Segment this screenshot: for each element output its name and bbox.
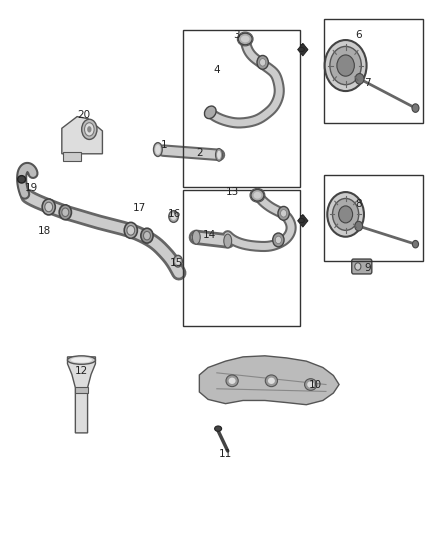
Circle shape [337, 55, 354, 76]
Text: 12: 12 [75, 366, 88, 376]
Bar [183, 190, 300, 326]
Text: 7: 7 [364, 78, 371, 88]
Polygon shape [67, 357, 95, 433]
Text: 18: 18 [38, 226, 51, 236]
Ellipse shape [281, 209, 287, 217]
Text: 16: 16 [168, 209, 181, 220]
Ellipse shape [42, 199, 55, 215]
Ellipse shape [155, 145, 160, 155]
Ellipse shape [241, 36, 250, 43]
Circle shape [355, 74, 364, 84]
Bar [324, 19, 424, 123]
Ellipse shape [45, 202, 53, 212]
Ellipse shape [81, 119, 97, 140]
Ellipse shape [171, 213, 177, 220]
Ellipse shape [169, 211, 178, 222]
Ellipse shape [224, 234, 232, 248]
Ellipse shape [229, 377, 236, 384]
Ellipse shape [268, 377, 275, 384]
Bar [324, 174, 424, 261]
Ellipse shape [18, 175, 25, 183]
Ellipse shape [304, 378, 317, 390]
Ellipse shape [278, 206, 289, 220]
Ellipse shape [87, 126, 92, 133]
Text: 17: 17 [133, 203, 146, 213]
Ellipse shape [215, 426, 222, 431]
Ellipse shape [192, 230, 200, 244]
Ellipse shape [71, 358, 92, 363]
Circle shape [413, 240, 419, 248]
Ellipse shape [276, 236, 282, 244]
Text: 6: 6 [355, 30, 362, 41]
Circle shape [355, 221, 363, 231]
Ellipse shape [67, 356, 95, 365]
Text: 15: 15 [170, 259, 183, 268]
Text: 9: 9 [364, 263, 371, 273]
Circle shape [327, 192, 364, 237]
Text: 20: 20 [77, 110, 90, 120]
Text: 5: 5 [299, 215, 305, 225]
Text: 2: 2 [196, 148, 203, 158]
Ellipse shape [260, 59, 266, 66]
Ellipse shape [173, 255, 182, 267]
Ellipse shape [153, 143, 162, 157]
Ellipse shape [215, 149, 223, 161]
Text: 1: 1 [161, 140, 168, 150]
Text: 8: 8 [355, 199, 362, 209]
Text: 13: 13 [226, 187, 239, 197]
Text: 4: 4 [213, 65, 220, 75]
FancyBboxPatch shape [352, 259, 372, 274]
Ellipse shape [254, 192, 261, 199]
Text: 11: 11 [219, 449, 232, 458]
Ellipse shape [62, 208, 69, 216]
Polygon shape [62, 117, 102, 154]
FancyBboxPatch shape [63, 152, 81, 161]
Bar [183, 30, 300, 187]
Text: 14: 14 [203, 230, 216, 240]
Text: 19: 19 [25, 183, 38, 193]
Ellipse shape [265, 375, 278, 386]
Ellipse shape [257, 55, 268, 69]
Ellipse shape [141, 228, 153, 243]
Ellipse shape [226, 375, 238, 386]
Ellipse shape [251, 189, 264, 201]
Ellipse shape [238, 33, 252, 45]
Polygon shape [199, 356, 339, 405]
Ellipse shape [124, 222, 138, 238]
Ellipse shape [307, 381, 314, 387]
Ellipse shape [59, 205, 71, 220]
Circle shape [339, 206, 353, 223]
Ellipse shape [85, 123, 94, 136]
Ellipse shape [217, 151, 221, 159]
Circle shape [330, 46, 361, 85]
Text: 5: 5 [299, 44, 305, 53]
Bar [75, 386, 88, 393]
Ellipse shape [273, 233, 284, 247]
Ellipse shape [127, 225, 135, 235]
Circle shape [412, 104, 419, 112]
Text: 3: 3 [233, 30, 240, 41]
Ellipse shape [205, 106, 216, 119]
Ellipse shape [144, 231, 150, 240]
Ellipse shape [355, 263, 361, 270]
Ellipse shape [175, 258, 180, 265]
Text: 10: 10 [308, 379, 321, 390]
Circle shape [332, 198, 359, 230]
Circle shape [325, 40, 367, 91]
